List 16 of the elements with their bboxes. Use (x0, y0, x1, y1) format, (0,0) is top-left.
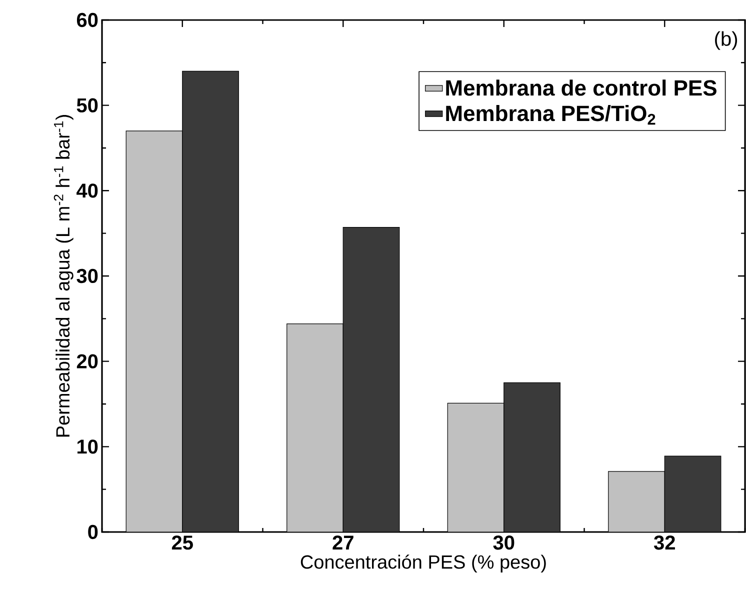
annotation: (b) (715, 31, 738, 50)
y-tick-label: 30 (76, 268, 98, 284)
x-tick-label: 25 (172, 536, 193, 550)
y-tick-label: 60 (76, 12, 98, 28)
legend-label: Membrana de control PES (446, 80, 716, 96)
x-tick-label: 32 (654, 536, 675, 550)
y-tick-label: 20 (76, 354, 98, 368)
y-axis-title: Permeabilidad al agua (L m$^{-2}$ h$^{-1}$ bar$^{-1}$) (54, 115, 74, 437)
x-tick-label: 27 (332, 536, 354, 550)
y-tick-label: 0 (88, 524, 98, 540)
x-axis-title: Concentración PES (% peso) (300, 554, 546, 573)
y-tick-label: 40 (76, 184, 98, 198)
text: Membrana PES/TiO$_{2}$ (446, 105, 656, 125)
y-tick-label: 10 (77, 440, 98, 454)
x-tick-label: 30 (493, 536, 514, 550)
y-tick-label: 50 (76, 98, 98, 112)
